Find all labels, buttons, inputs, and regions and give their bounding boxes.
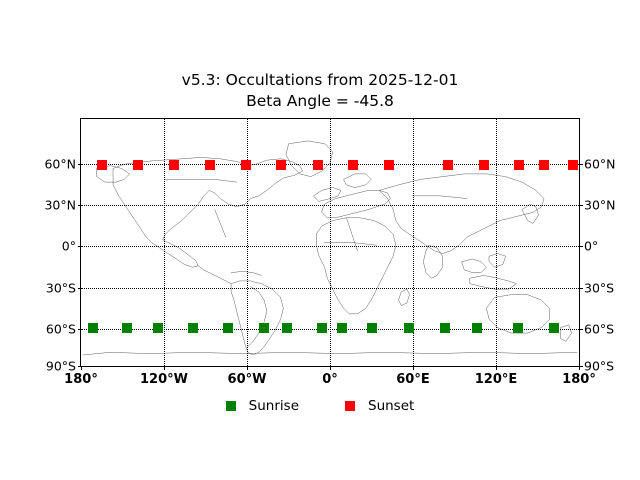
marker-sunrise-14: [549, 322, 560, 333]
world-map: [81, 119, 579, 366]
ytick-label-right-4: 60°S: [584, 321, 615, 337]
marker-sunrise-0: [88, 322, 99, 333]
ytick-label-left-1: 30°N: [44, 197, 76, 213]
tick-mark-y-left-4: [77, 328, 81, 330]
ytick-label-right-3: 30°S: [584, 280, 615, 295]
ytick-label-right-0: 60°N: [584, 156, 616, 172]
legend-swatch-sunrise-icon: [225, 401, 236, 411]
tick-mark-y-left-1: [77, 205, 81, 207]
legend-swatch-sunset-icon: [345, 401, 355, 411]
marker-sunrise-8: [337, 322, 348, 333]
marker-sunrise-2: [153, 322, 164, 333]
marker-sunset-12: [539, 159, 550, 170]
xtick-label-2: 60°W: [227, 372, 267, 387]
ytick-label-left-4: 60°S: [45, 321, 76, 337]
ytick-label-left-5: 90°S: [45, 358, 76, 374]
tick-mark-y-right-4: [579, 328, 583, 330]
tick-mark-y-right-3: [579, 287, 583, 289]
gridline-lon-60e: [413, 119, 414, 366]
gridline-lon-120w: [164, 119, 165, 366]
marker-sunset-7: [347, 159, 358, 170]
marker-sunset-13: [568, 159, 579, 170]
chart-title-line-1: v5.3: Occultations from 2025-12-01: [181, 71, 459, 89]
marker-sunset-11: [513, 159, 524, 170]
tick-mark-x-3: [330, 366, 331, 370]
legend-label-sunset: Sunset: [368, 398, 415, 414]
marker-sunrise-9: [366, 322, 377, 333]
tick-mark-x-4: [413, 366, 414, 370]
marker-sunrise-1: [121, 322, 132, 333]
gridline-lon-0: [330, 119, 331, 366]
marker-sunrise-11: [439, 322, 450, 333]
marker-sunrise-13: [513, 322, 524, 333]
marker-sunset-5: [275, 159, 286, 170]
tick-mark-y-left-0: [77, 163, 81, 165]
tick-mark-x-6: [579, 366, 580, 370]
tick-mark-y-right-2: [579, 246, 583, 248]
tick-mark-y-right-1: [579, 205, 583, 207]
world-coastlines-svg: [82, 140, 578, 356]
marker-sunrise-5: [258, 322, 269, 333]
legend-entry-sunset[interactable]: Sunset: [345, 398, 414, 414]
marker-sunrise-3: [188, 322, 199, 333]
marker-sunrise-10: [403, 322, 414, 333]
tick-mark-y-left-2: [77, 246, 81, 248]
tick-mark-x-0: [81, 366, 82, 370]
ytick-label-left-2: 0°: [61, 238, 76, 254]
tick-mark-x-5: [496, 366, 497, 370]
tick-mark-y-left-3: [77, 287, 81, 289]
ytick-label-right-2: 0°: [584, 238, 599, 254]
marker-sunset-2: [168, 159, 179, 170]
marker-sunrise-6: [282, 322, 293, 333]
chart-title-line-2: Beta Angle = -45.8: [246, 92, 394, 110]
chart-legend: Sunrise Sunset: [0, 398, 640, 414]
xtick-label-4: 60°E: [396, 372, 430, 387]
tick-mark-y-right-0: [579, 163, 583, 165]
legend-label-sunrise: Sunrise: [248, 398, 299, 414]
legend-entry-sunrise[interactable]: Sunrise: [225, 398, 299, 414]
marker-sunrise-12: [471, 322, 482, 333]
ytick-label-right-1: 30°N: [584, 197, 616, 213]
chart-title: v5.3: Occultations from 2025-12-01 Beta …: [0, 70, 640, 112]
xtick-label-3: 0°: [322, 372, 338, 387]
marker-sunset-9: [442, 159, 453, 170]
marker-sunset-0: [96, 159, 107, 170]
tick-mark-x-2: [247, 366, 248, 370]
tick-mark-y-right-5: [579, 366, 583, 367]
marker-sunset-3: [204, 159, 215, 170]
gridline-lon-120e: [496, 119, 497, 366]
xtick-label-5: 120°E: [474, 372, 518, 387]
ytick-label-left-0: 60°N: [44, 156, 76, 172]
marker-sunset-1: [133, 159, 144, 170]
marker-sunrise-7: [316, 322, 327, 333]
ytick-label-right-5: 90°S: [584, 358, 615, 374]
gridline-lon-60w: [247, 119, 248, 366]
marker-sunset-10: [478, 159, 489, 170]
ytick-label-left-3: 30°S: [45, 280, 76, 295]
map-axes: 60°N 30°N 0° 30°S 60°S 90°S 60°N 30°N 0°…: [44, 118, 616, 387]
marker-sunset-6: [312, 159, 323, 170]
marker-sunrise-4: [222, 322, 233, 333]
xtick-label-6: 180°: [562, 372, 596, 387]
marker-sunset-8: [383, 159, 394, 170]
marker-sunset-4: [240, 159, 251, 170]
xtick-label-0: 180°: [64, 372, 98, 387]
tick-mark-x-1: [164, 366, 165, 370]
xtick-label-1: 120°W: [140, 372, 188, 387]
tick-mark-y-left-5: [77, 366, 81, 367]
